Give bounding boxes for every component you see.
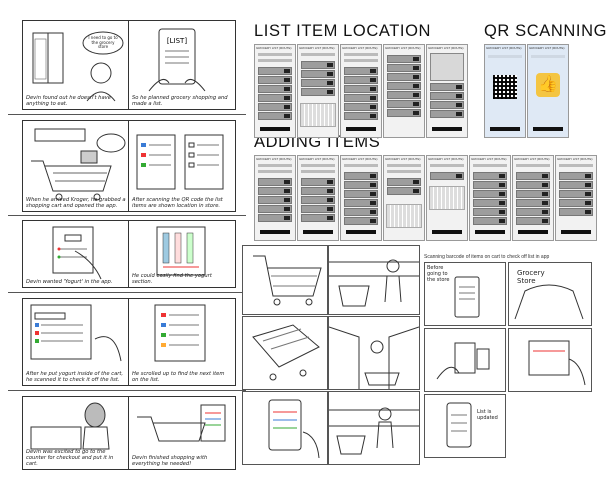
scan-panel-4: [508, 328, 592, 392]
mockup-adding-6: GROCERY LIST (ROUTE): [469, 155, 511, 241]
mockup-adding-7: GROCERY LIST (ROUTE): [512, 155, 554, 241]
caption-1: Devin found out he doesn't have anything…: [26, 95, 111, 107]
storyboard-panel-10: Devin finished shopping with everything …: [128, 396, 236, 470]
mockup-qr-1: GROCERY LIST (ROUTE): [484, 44, 526, 138]
scan-panel-1: Before going to the store: [424, 262, 506, 326]
grocery-store-sign: Grocery Store: [517, 269, 545, 285]
storyboard-panel-7: After he put yogurt inside of the cart, …: [22, 298, 130, 386]
caption-4: After scanning the QR code the list item…: [132, 197, 223, 209]
sketch-shopper-shelves: [328, 245, 420, 315]
section-title-qr-scanning: QR SCANNING: [484, 22, 608, 40]
thought-bubble-text: I need to go to the grocery store: [88, 35, 118, 49]
divider: [8, 114, 246, 115]
app-list-sketch: [136, 134, 224, 190]
caption-6: He could easily find the yogurt section.: [132, 273, 212, 285]
storyboard-panel-9: Devin was excited to go to the counter f…: [22, 396, 130, 470]
mockup-location-1: GROCERY LIST (ROUTE): [254, 44, 296, 138]
note-list-updated: List is updated: [477, 409, 498, 421]
finished-sketch: [137, 404, 226, 442]
storyboard-panel-1: I need to go to the grocery store Devin …: [22, 20, 130, 110]
map-sketch: [156, 226, 206, 276]
scan-item-sketch: [30, 304, 122, 362]
mockup-location-4: GROCERY LIST (ROUTE): [383, 44, 425, 138]
storyboard-panel-4: After scanning the QR code the list item…: [128, 120, 236, 212]
storyboard-panel-5: Devin wanted 'Yogurt' in the app.: [22, 220, 130, 288]
storyboard-panel-6: He could easily find the yogurt section.: [128, 220, 236, 288]
svg-text:[LIST]: [LIST]: [167, 37, 187, 45]
divider: [8, 390, 246, 391]
sketch-shopper-final: [328, 391, 420, 465]
shopping-cart-sketch: [31, 128, 126, 201]
storyboard-sheet: I need to go to the grocery store Devin …: [8, 8, 246, 480]
sketch-cart-aisle: [242, 245, 328, 315]
scan-heading: Scanning barcode of items on cart to che…: [424, 254, 550, 260]
storyboard-panel-2: [LIST] So he planned grocery shopping an…: [128, 20, 236, 110]
mockup-location-5: GROCERY LIST (ROUTE): [426, 44, 468, 138]
fridge-sketch: [32, 31, 124, 102]
mockup-adding-5: GROCERY LIST (ROUTE): [426, 155, 468, 241]
caption-9: Devin was excited to go to the counter f…: [26, 449, 114, 467]
section-title-list-item-location: LIST ITEM LOCATION: [254, 22, 432, 40]
divider: [8, 215, 246, 216]
mockup-qr-2: GROCERY LIST (ROUTE) 👍: [527, 44, 569, 138]
mockup-adding-1: GROCERY LIST (ROUTE): [254, 155, 296, 241]
mockup-adding-3: GROCERY LIST (ROUTE): [340, 155, 382, 241]
tap-yogurt-sketch: [52, 226, 102, 280]
caption-2: So he planned grocery shopping and made …: [132, 95, 228, 107]
caption-3: When he arrived Kroger, he grabbed a sho…: [26, 197, 126, 209]
divider: [8, 292, 246, 293]
caption-5: Devin wanted 'Yogurt' in the app.: [26, 279, 113, 285]
scan-panel-2: Grocery Store: [508, 262, 592, 326]
qr-code-icon: [493, 75, 517, 99]
mockup-adding-4: GROCERY LIST (ROUTE): [383, 155, 425, 241]
mockup-adding-2: GROCERY LIST (ROUTE): [297, 155, 339, 241]
note-before-store: Before going to the store: [427, 265, 450, 283]
scan-panel-3: [424, 328, 506, 392]
scroll-list-sketch: [154, 304, 206, 362]
caption-7: After he put yogurt inside of the cart, …: [26, 371, 124, 383]
checkout-sketch: [30, 402, 110, 450]
sketch-shopper-cart-aisle: [328, 316, 420, 390]
phone-list-sketch: [LIST]: [148, 28, 206, 92]
mockup-adding-8: GROCERY LIST (ROUTE): [555, 155, 597, 241]
mockup-location-2: GROCERY LIST (ROUTE): [297, 44, 339, 138]
storyboard-panel-3: When he arrived Kroger, he grabbed a sho…: [22, 120, 130, 212]
caption-8: He scrolled up to find the next item on …: [132, 371, 225, 383]
sketch-phone-in-hand: [242, 391, 328, 465]
sketch-cart-floor: [242, 316, 328, 390]
storyboard-panel-8: He scrolled up to find the next item on …: [128, 298, 236, 386]
caption-10: Devin finished shopping with everything …: [132, 455, 208, 467]
scan-panel-5: List is updated: [424, 394, 506, 458]
thumbs-up-icon: 👍: [536, 73, 560, 97]
mockup-location-3: GROCERY LIST (ROUTE): [340, 44, 382, 138]
